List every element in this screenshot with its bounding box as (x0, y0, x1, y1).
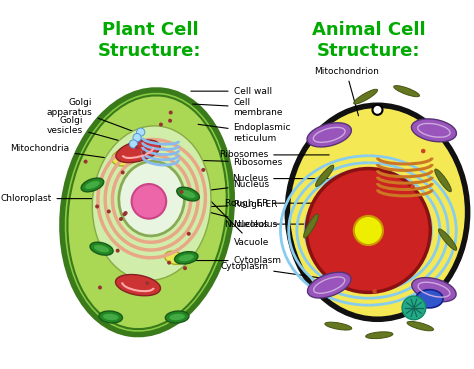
Circle shape (122, 212, 127, 216)
Circle shape (410, 184, 415, 189)
Ellipse shape (411, 119, 456, 142)
Text: Rough ER: Rough ER (180, 200, 277, 210)
Circle shape (83, 159, 88, 163)
Ellipse shape (99, 311, 122, 323)
Ellipse shape (119, 161, 184, 236)
Ellipse shape (412, 277, 456, 302)
Ellipse shape (287, 105, 468, 319)
Text: Golgi
apparatus: Golgi apparatus (47, 98, 147, 137)
Text: Cytoplasm: Cytoplasm (180, 256, 282, 265)
Ellipse shape (112, 149, 137, 166)
Text: Nucleolus: Nucleolus (159, 199, 278, 229)
Ellipse shape (116, 275, 161, 296)
Text: Nucleolus: Nucleolus (224, 220, 349, 229)
Circle shape (187, 232, 191, 236)
Circle shape (169, 110, 173, 114)
Circle shape (307, 169, 430, 292)
Text: Mitochondrion: Mitochondrion (314, 67, 379, 116)
Text: Rough ER: Rough ER (225, 199, 315, 208)
Circle shape (201, 168, 205, 172)
Circle shape (129, 140, 137, 148)
Circle shape (402, 296, 426, 320)
Circle shape (372, 289, 377, 294)
Ellipse shape (165, 311, 189, 323)
Circle shape (159, 123, 163, 127)
Circle shape (354, 216, 383, 245)
Circle shape (167, 261, 171, 265)
Circle shape (168, 119, 172, 123)
Circle shape (146, 281, 149, 285)
Text: Endoplasmic
reticulum: Endoplasmic reticulum (198, 123, 291, 143)
Ellipse shape (103, 314, 118, 320)
Text: Animal Cell
Structure:: Animal Cell Structure: (311, 21, 425, 60)
Circle shape (180, 190, 183, 194)
Circle shape (124, 211, 128, 215)
Text: Chloroplast: Chloroplast (0, 194, 92, 203)
Circle shape (133, 134, 141, 142)
Ellipse shape (169, 314, 185, 320)
Text: Plant Cell
Structure:: Plant Cell Structure: (98, 21, 201, 60)
Ellipse shape (435, 169, 451, 192)
Ellipse shape (92, 126, 211, 280)
Ellipse shape (62, 90, 232, 335)
Text: Golgi
vesicles: Golgi vesicles (47, 116, 135, 145)
Ellipse shape (177, 187, 200, 201)
Circle shape (107, 210, 111, 214)
Circle shape (137, 128, 145, 136)
Ellipse shape (407, 321, 434, 331)
Circle shape (135, 145, 139, 149)
Ellipse shape (174, 252, 198, 264)
Ellipse shape (438, 229, 457, 250)
Text: Cytoplasm: Cytoplasm (220, 262, 367, 285)
Ellipse shape (90, 242, 113, 255)
Ellipse shape (67, 96, 227, 329)
Ellipse shape (308, 272, 351, 298)
Ellipse shape (316, 165, 334, 186)
Ellipse shape (325, 322, 352, 330)
Ellipse shape (304, 214, 319, 238)
Text: Ribosomes: Ribosomes (200, 158, 283, 167)
Ellipse shape (81, 178, 104, 192)
Circle shape (132, 184, 166, 219)
Circle shape (98, 286, 102, 290)
Ellipse shape (181, 190, 195, 198)
Ellipse shape (179, 254, 194, 261)
Text: Ribosomes: Ribosomes (219, 151, 329, 159)
Text: Mitochondria: Mitochondria (10, 144, 121, 160)
Ellipse shape (354, 89, 378, 104)
Text: Cell
membrane: Cell membrane (192, 98, 283, 117)
Ellipse shape (116, 140, 160, 163)
Text: Cell wall: Cell wall (191, 87, 272, 96)
Ellipse shape (164, 251, 184, 265)
Ellipse shape (365, 332, 393, 339)
Circle shape (373, 105, 383, 115)
Text: Nucleus: Nucleus (180, 180, 270, 194)
Circle shape (142, 151, 146, 155)
Circle shape (121, 170, 125, 175)
Circle shape (95, 204, 99, 208)
Text: Nucleus: Nucleus (232, 174, 329, 183)
Ellipse shape (394, 86, 419, 97)
Circle shape (116, 249, 119, 253)
Ellipse shape (94, 245, 109, 252)
Ellipse shape (85, 181, 100, 189)
Circle shape (183, 266, 187, 270)
Ellipse shape (416, 290, 443, 308)
Circle shape (119, 217, 123, 221)
Text: Vacuole: Vacuole (179, 169, 269, 247)
Ellipse shape (307, 123, 351, 147)
Circle shape (421, 149, 426, 154)
